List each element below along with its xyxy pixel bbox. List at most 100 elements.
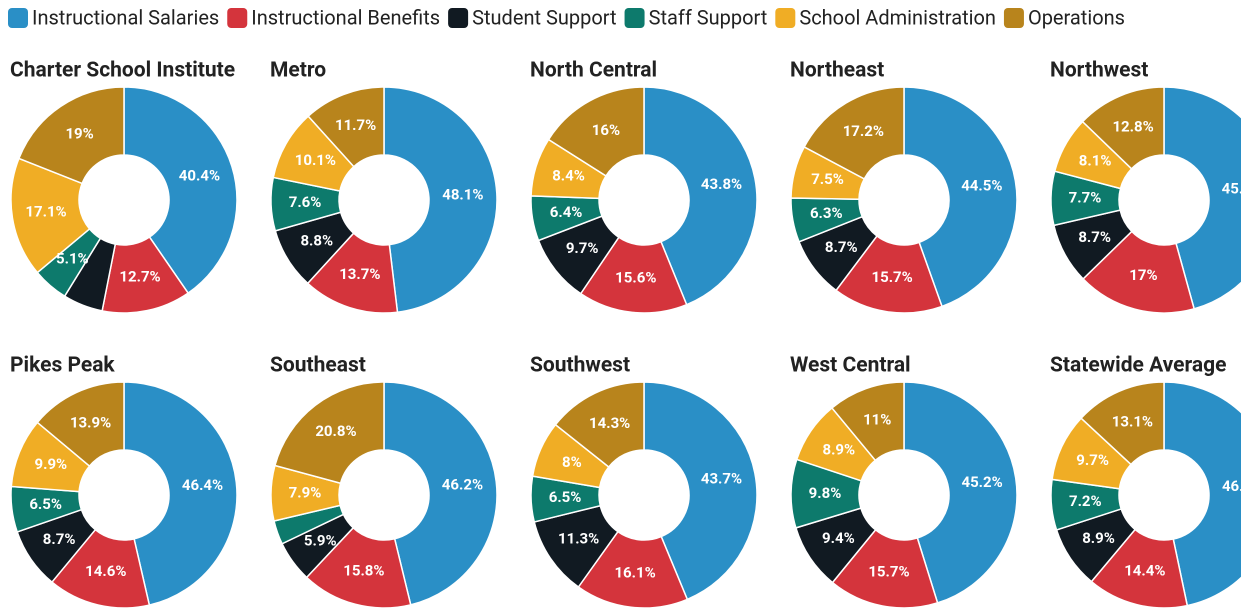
donut-slice bbox=[10, 157, 91, 274]
chart-title: Northeast bbox=[790, 59, 884, 83]
legend-label: Instructional Salaries bbox=[32, 5, 219, 29]
chart-title: Southwest bbox=[530, 354, 630, 378]
data-label: 17.2% bbox=[843, 122, 884, 140]
data-label: 8.7% bbox=[825, 238, 858, 256]
data-label: 7.5% bbox=[811, 170, 844, 188]
data-label: 19% bbox=[65, 125, 93, 143]
donut-slice bbox=[643, 86, 758, 306]
data-label: 40.4% bbox=[179, 167, 220, 185]
data-label: 9.9% bbox=[34, 455, 67, 473]
data-label: 20.8% bbox=[315, 422, 356, 440]
data-label: 48.1% bbox=[442, 185, 483, 203]
donut-slice bbox=[383, 86, 498, 314]
donut-slice bbox=[273, 381, 385, 485]
data-label: 5.1% bbox=[56, 250, 89, 268]
data-label: 14.3% bbox=[589, 414, 630, 432]
legend-label: School Administration bbox=[799, 5, 996, 29]
donut-slice bbox=[307, 86, 385, 168]
chart-title: Pikes Peak bbox=[10, 354, 115, 378]
legend-label: Operations bbox=[1028, 5, 1125, 29]
data-label: 44.5% bbox=[961, 176, 1002, 194]
donut-slice bbox=[1163, 86, 1241, 310]
data-label: 10.1% bbox=[295, 151, 336, 169]
data-label: 17% bbox=[1129, 266, 1157, 284]
donut-slice bbox=[1082, 230, 1196, 314]
donut-slice bbox=[830, 381, 905, 462]
data-label: 9.7% bbox=[1076, 451, 1109, 469]
data-label: 9.7% bbox=[566, 239, 599, 257]
donut-slice bbox=[903, 381, 1018, 604]
donut-slice bbox=[1080, 381, 1165, 466]
data-label: 16% bbox=[592, 121, 620, 139]
legend-swatch bbox=[448, 8, 469, 28]
legend-swatch bbox=[1003, 8, 1024, 28]
donut-slice bbox=[554, 381, 645, 469]
data-label: 16.1% bbox=[614, 563, 655, 581]
data-label: 8.1% bbox=[1079, 151, 1112, 169]
data-label: 8.4% bbox=[552, 167, 585, 185]
data-label: 6.4% bbox=[550, 203, 583, 221]
data-label: 6.5% bbox=[29, 495, 62, 513]
data-label: 15.7% bbox=[868, 563, 909, 581]
data-label: 45.7% bbox=[1222, 179, 1241, 197]
data-label: 7.7% bbox=[1069, 189, 1102, 207]
data-label: 46.2% bbox=[442, 476, 483, 494]
donut-slice bbox=[803, 86, 905, 180]
legend-label: Student Support bbox=[472, 5, 616, 29]
data-label: 15.6% bbox=[615, 269, 656, 287]
data-label: 43.8% bbox=[701, 175, 742, 193]
donut-slice bbox=[383, 381, 498, 606]
data-label: 46.4% bbox=[182, 476, 223, 494]
data-label: 8% bbox=[562, 453, 582, 471]
data-label: 11.3% bbox=[558, 529, 599, 547]
data-label: 15.8% bbox=[343, 561, 384, 579]
chart-title: Charter School Institute bbox=[10, 59, 235, 83]
chart-title: North Central bbox=[530, 59, 657, 83]
data-label: 12.7% bbox=[119, 267, 160, 285]
donut-slice bbox=[1163, 381, 1241, 607]
donut-slice bbox=[36, 381, 125, 468]
data-label: 7.2% bbox=[1069, 492, 1102, 510]
legend-swatch bbox=[624, 8, 645, 28]
data-label: 7.9% bbox=[289, 484, 322, 502]
donut-slice bbox=[643, 381, 758, 601]
donut-slice bbox=[547, 86, 645, 177]
data-label: 14.4% bbox=[1124, 562, 1165, 580]
data-label: 8.7% bbox=[1078, 228, 1111, 246]
donut-slice bbox=[123, 86, 238, 295]
legend-label: Instructional Benefits bbox=[251, 5, 440, 29]
donut-slice bbox=[17, 86, 125, 185]
chart-title: Metro bbox=[270, 59, 326, 83]
donut-slice bbox=[123, 381, 238, 607]
data-label: 8.9% bbox=[1082, 529, 1115, 547]
data-label: 6.5% bbox=[549, 488, 582, 506]
data-label: 13.7% bbox=[339, 265, 380, 283]
donut-slice bbox=[903, 86, 1018, 308]
donut-slice bbox=[1081, 86, 1165, 170]
legend-label: Staff Support bbox=[649, 5, 768, 29]
data-label: 17.1% bbox=[25, 203, 66, 221]
data-label: 11.7% bbox=[335, 116, 376, 134]
data-label: 45.2% bbox=[961, 473, 1002, 491]
data-label: 12.8% bbox=[1112, 117, 1153, 135]
data-label: 9.4% bbox=[822, 529, 855, 547]
donut-slice bbox=[579, 236, 688, 314]
data-label: 8.7% bbox=[43, 530, 76, 548]
data-label: 15.7% bbox=[871, 268, 912, 286]
chart-title: West Central bbox=[790, 354, 911, 378]
data-label: 43.7% bbox=[701, 470, 742, 488]
chart-title: Southeast bbox=[270, 354, 366, 378]
data-label: 11% bbox=[863, 411, 891, 429]
data-label: 13.9% bbox=[70, 413, 111, 431]
data-label: 14.6% bbox=[85, 562, 126, 580]
data-label: 7.6% bbox=[289, 193, 322, 211]
data-label: 8.9% bbox=[822, 440, 855, 458]
legend-swatch bbox=[775, 8, 796, 28]
chart-title: Northwest bbox=[1050, 59, 1148, 83]
data-label: 46.7% bbox=[1222, 477, 1241, 495]
legend-swatch bbox=[8, 8, 28, 28]
data-label: 6.3% bbox=[810, 204, 843, 222]
data-label: 13.1% bbox=[1112, 413, 1153, 431]
data-label: 8.8% bbox=[300, 231, 333, 249]
